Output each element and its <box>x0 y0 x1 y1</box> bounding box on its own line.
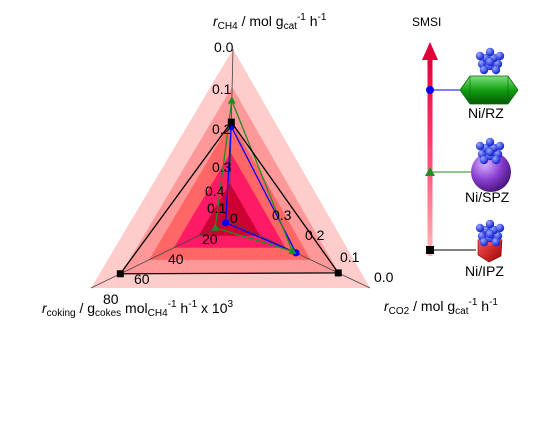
tick-label-coking-0: 0 <box>230 210 238 226</box>
ni-atom-9 <box>491 155 501 165</box>
tick-label-co2-0: 0.0 <box>374 269 394 285</box>
ni-atom-5 <box>485 219 495 229</box>
tick-label-ch4-3: 0.3 <box>212 159 232 175</box>
smsi-marker-spz <box>425 167 435 176</box>
series-point-2-ch4 <box>227 118 235 126</box>
series-point-1-ch4 <box>227 96 236 104</box>
tick-label-co2-3: 0.3 <box>272 207 292 223</box>
axis-title-co2: rCO2 / mol gcat-1 h-1 <box>384 297 498 317</box>
ni-cluster-icon-rz <box>475 47 505 75</box>
ni-atom-9 <box>491 237 501 247</box>
series-point-0-coking <box>221 219 230 227</box>
ni-atom-5 <box>485 47 495 57</box>
tick-label-co2-1: 0.1 <box>340 249 360 265</box>
tick-label-ch4-0: 0.0 <box>214 39 234 55</box>
ni-atom-8 <box>479 65 489 75</box>
ni-cluster-icon-ipz <box>475 219 505 247</box>
axis-title-coking: rcoking / gcokes molCH4-1 h-1 x 103 <box>42 299 234 319</box>
ni-atom-5 <box>485 137 495 147</box>
smsi-label: SMSI <box>412 15 441 29</box>
smsi-marker-rz <box>426 86 434 94</box>
axis-line-co2 <box>228 220 371 289</box>
tick-label-coking-2: 40 <box>168 251 184 267</box>
series-line-2 <box>119 120 340 275</box>
smsi-item-label-spz: Ni/SPZ <box>465 189 510 205</box>
series-point-1-coking <box>211 223 220 231</box>
axis-title-ch4: rCH4 / mol gcat-1 h-1 <box>213 12 327 32</box>
ni-atom-7 <box>495 223 505 233</box>
ni-atom-7 <box>495 51 505 61</box>
smsi-arrow-head <box>422 42 438 60</box>
tick-label-ch4-2: 0.2 <box>212 121 232 137</box>
tick-label-ch4-extra: 0.1 <box>207 200 227 216</box>
ni-atom-7 <box>495 141 505 151</box>
ni-atom-10 <box>485 229 495 239</box>
tick-label-coking-3: 60 <box>134 271 150 287</box>
series-point-2-co2 <box>334 269 342 277</box>
ni-atom-8 <box>479 237 489 247</box>
series-line-1 <box>214 98 294 253</box>
smsi-panel: SMSI Ni/RZ Ni/SPZ Ni/IPZ <box>412 15 519 279</box>
smsi-marker-ipz <box>426 246 434 254</box>
ni-atom-10 <box>485 57 495 67</box>
ni-atom-6 <box>475 141 485 151</box>
ni-atom-6 <box>475 223 485 233</box>
ni-atom-9 <box>491 65 501 75</box>
smsi-item-label-rz: Ni/RZ <box>468 105 504 121</box>
smsi-item-label-ipz: Ni/IPZ <box>465 263 504 279</box>
tick-label-coking-1: 20 <box>202 231 218 247</box>
series-line-0 <box>224 123 298 255</box>
tick-label-co2-2: 0.2 <box>305 227 325 243</box>
ni-cluster-icon-spz <box>475 137 505 165</box>
tick-label-ch4-4: 0.4 <box>205 183 225 199</box>
ni-atom-6 <box>475 51 485 61</box>
axis-line-coking <box>90 220 230 289</box>
series-point-2-coking <box>116 270 124 278</box>
ni-atom-10 <box>485 147 495 157</box>
ni-atom-8 <box>479 155 489 165</box>
series-group <box>116 96 342 278</box>
tick-label-coking-4: 80 <box>103 291 119 307</box>
tick-label-ch4-1: 0.1 <box>212 81 232 97</box>
tick-labels: 0.0 0.1 0.2 0.3 0.4 0.0 0.1 0.2 0.3 0 20 40 60 80 0.1 <box>103 39 394 307</box>
smsi-arrow-shaft <box>427 58 433 256</box>
green-hexagonal-prism-icon <box>459 75 519 105</box>
series-point-1-co2 <box>288 246 297 255</box>
